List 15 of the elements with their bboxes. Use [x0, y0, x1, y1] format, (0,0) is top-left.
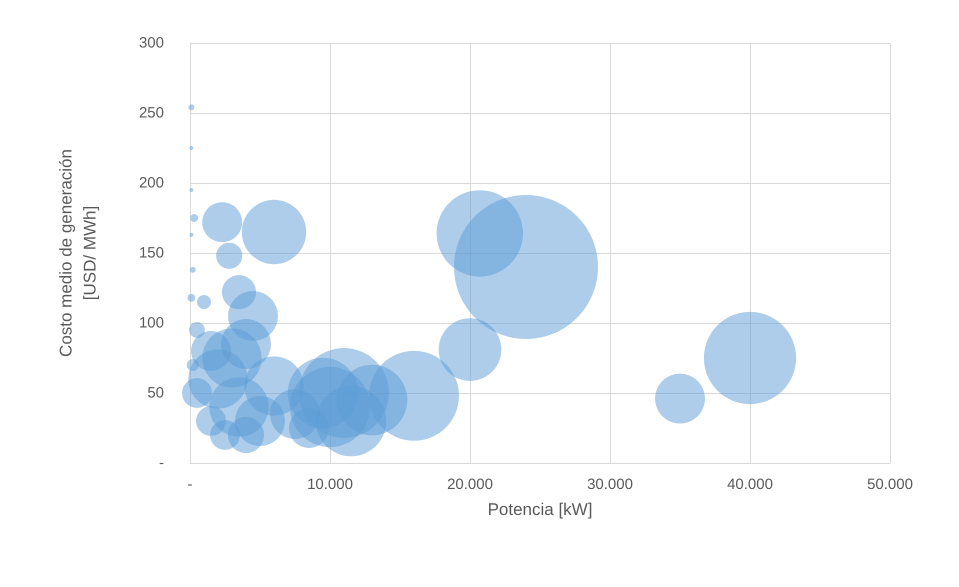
x-tick-label: 40.000: [727, 476, 773, 493]
y-axis-title: Costo medio de generación [USD/ MWh]: [56, 149, 100, 357]
y-tick-label: 150: [138, 244, 164, 262]
y-tick-label: -: [159, 454, 164, 472]
x-tick-label: 20.000: [447, 476, 493, 493]
x-tick-label: 30.000: [587, 476, 633, 493]
x-tick-label: 50.000: [867, 476, 913, 493]
y-tick-label: 200: [138, 174, 164, 192]
y-tick-label: 100: [138, 314, 164, 332]
y-tick-label: 50: [147, 384, 164, 402]
x-tick-label: -: [188, 476, 192, 493]
x-tick-label: 10.000: [307, 476, 353, 493]
y-tick-label: 300: [138, 34, 164, 52]
x-axis-title: Potencia [kW]: [488, 500, 592, 519]
y-tick-label: 250: [138, 104, 164, 122]
